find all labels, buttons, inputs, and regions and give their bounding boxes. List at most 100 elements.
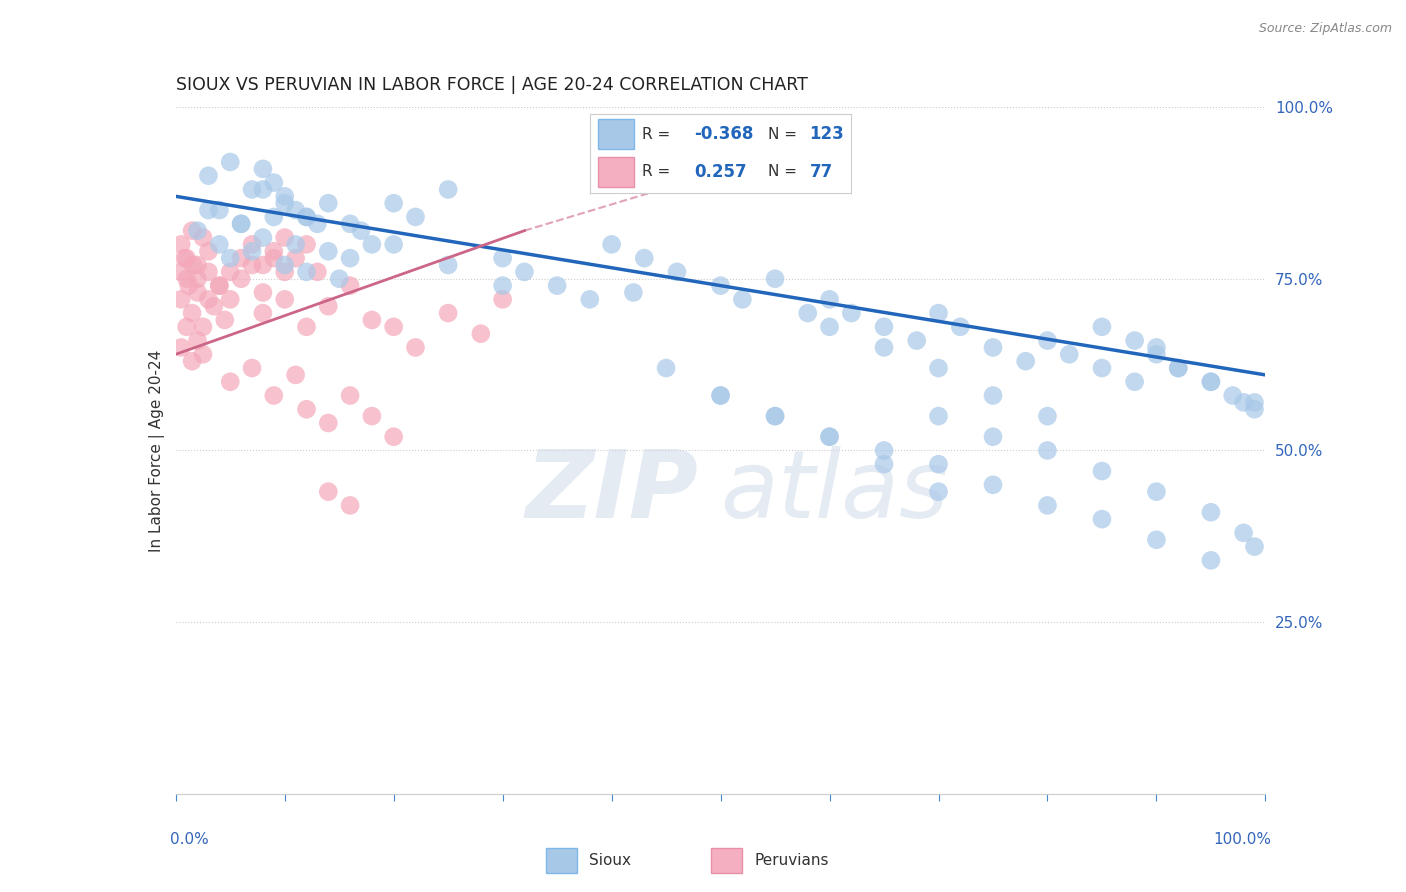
Point <box>252 258 274 272</box>
Point <box>219 293 242 307</box>
Point <box>1222 388 1244 402</box>
Point <box>252 161 274 176</box>
Point <box>382 196 405 211</box>
Point <box>328 271 350 285</box>
Point <box>191 319 214 334</box>
Point <box>181 306 204 320</box>
Point <box>263 251 285 265</box>
Point <box>240 182 263 196</box>
Point <box>186 334 209 348</box>
Point <box>405 340 427 354</box>
Point <box>307 217 329 231</box>
Point <box>318 196 340 211</box>
Point <box>295 265 318 279</box>
Point <box>1232 525 1256 540</box>
Text: 123: 123 <box>810 126 844 144</box>
Text: ZIP: ZIP <box>526 446 699 538</box>
Point <box>1199 553 1222 567</box>
Point <box>170 293 193 307</box>
Point <box>295 319 318 334</box>
Point <box>873 319 896 334</box>
Point <box>382 237 405 252</box>
Point <box>186 258 209 272</box>
Point <box>318 416 340 430</box>
Point <box>263 244 285 259</box>
Point <box>905 334 928 348</box>
Point <box>284 368 307 382</box>
Point <box>818 319 841 334</box>
Point <box>818 293 841 307</box>
Point <box>252 285 274 300</box>
Text: 0.257: 0.257 <box>695 162 747 180</box>
Point <box>1199 375 1222 389</box>
Point <box>621 285 644 300</box>
Point <box>818 430 841 444</box>
Point <box>382 430 405 444</box>
Point <box>191 347 214 361</box>
Point <box>360 313 382 327</box>
Point <box>1015 354 1038 368</box>
Point <box>818 430 841 444</box>
Point <box>252 230 274 244</box>
Point <box>1144 533 1167 547</box>
Point <box>208 278 231 293</box>
Text: Source: ZipAtlas.com: Source: ZipAtlas.com <box>1258 22 1392 36</box>
Point <box>191 230 214 244</box>
Y-axis label: In Labor Force | Age 20-24: In Labor Force | Age 20-24 <box>149 350 165 551</box>
Point <box>841 306 863 320</box>
Point <box>1057 347 1080 361</box>
Point <box>546 278 568 293</box>
Point <box>1243 395 1265 409</box>
Point <box>170 340 193 354</box>
Point <box>350 224 373 238</box>
Point <box>633 251 655 265</box>
Point <box>382 319 405 334</box>
Point <box>1036 499 1059 513</box>
Point <box>1091 464 1114 478</box>
Point <box>339 388 361 402</box>
Point <box>1036 409 1059 423</box>
Point <box>492 251 515 265</box>
Point <box>202 299 225 313</box>
Point <box>219 155 242 169</box>
Point <box>231 251 253 265</box>
Point <box>928 361 950 376</box>
Point <box>284 251 307 265</box>
Point <box>197 203 219 218</box>
Point <box>873 340 896 354</box>
Point <box>796 306 818 320</box>
Point <box>470 326 492 341</box>
Point <box>219 265 242 279</box>
Point <box>208 203 231 218</box>
Text: 77: 77 <box>810 162 832 180</box>
Bar <box>598 120 634 150</box>
Point <box>186 285 209 300</box>
Point <box>492 293 515 307</box>
Point <box>710 388 733 402</box>
Point <box>981 478 1004 492</box>
Point <box>405 210 427 224</box>
Point <box>1036 443 1059 458</box>
Bar <box>546 848 576 873</box>
Point <box>873 457 896 471</box>
Point <box>274 230 297 244</box>
Point <box>284 203 307 218</box>
Point <box>1167 361 1189 376</box>
Point <box>263 176 285 190</box>
Point <box>600 237 623 252</box>
Point <box>176 271 198 285</box>
Point <box>208 278 231 293</box>
Point <box>339 499 361 513</box>
Point <box>274 189 297 203</box>
Point <box>252 306 274 320</box>
Point <box>981 340 1004 354</box>
Point <box>579 293 602 307</box>
Point <box>219 251 242 265</box>
Point <box>1091 512 1114 526</box>
Point <box>274 258 297 272</box>
Point <box>173 251 195 265</box>
Point <box>492 278 515 293</box>
Point <box>181 354 204 368</box>
Point <box>181 258 204 272</box>
Point <box>981 388 1004 402</box>
